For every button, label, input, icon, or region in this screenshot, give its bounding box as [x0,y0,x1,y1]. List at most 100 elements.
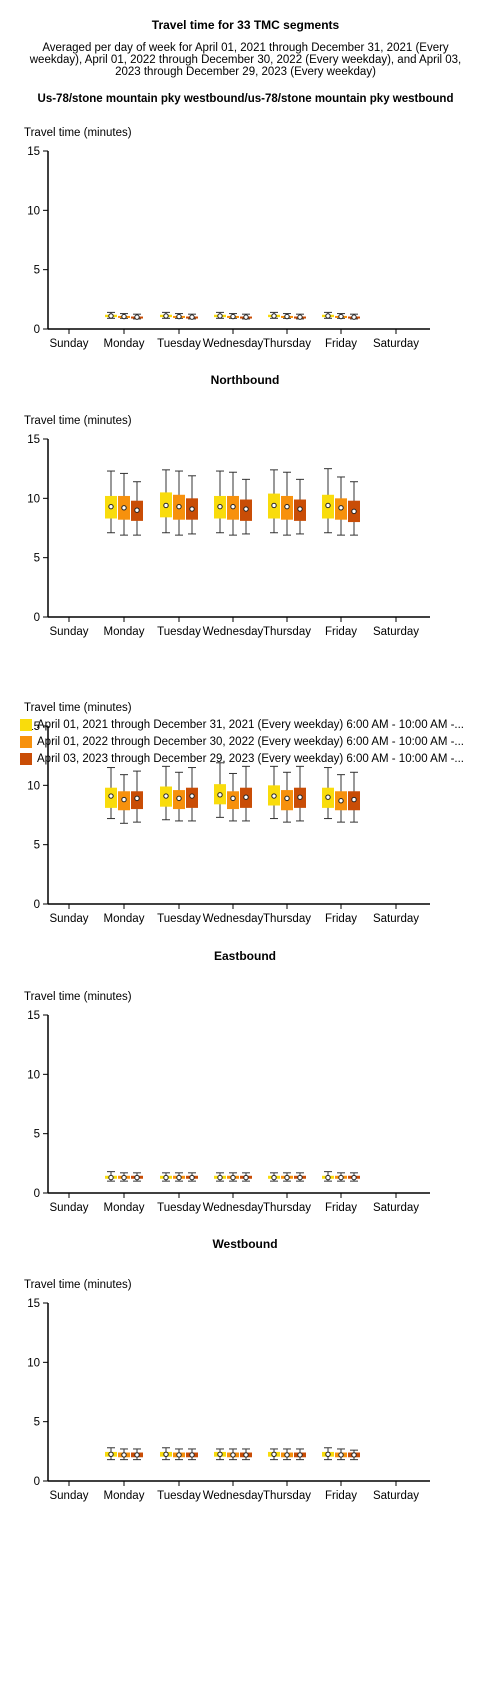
box-thursday-0 [268,1172,280,1182]
box-wednesday-0 [214,1172,226,1182]
median-marker [351,1452,357,1458]
box-thursday-2 [294,765,306,822]
legend-item[interactable]: April 03, 2023 through December 29, 2023… [20,750,490,767]
legend-item[interactable]: April 01, 2021 through December 31, 2021… [20,716,490,733]
y-tick-label: 10 [27,493,40,505]
median-marker [189,1452,195,1458]
median-marker [297,794,303,800]
x-tick-label: Thursday [263,1202,311,1214]
median-marker [176,1174,182,1181]
report-subtitle: Averaged per day of week for April 01, 2… [29,42,462,78]
median-marker [325,313,331,319]
box-tuesday-0 [160,1172,172,1182]
box-thursday-1 [281,471,293,536]
median-marker [121,313,127,320]
median-marker [297,314,303,320]
median-marker [230,313,236,320]
y-tick-label: 15 [27,434,40,446]
y-tick-label: 10 [27,1357,40,1369]
median-marker [176,1452,182,1458]
median-marker [163,1451,169,1458]
median-marker [189,314,195,320]
box-monday-0 [105,1171,117,1182]
box-wednesday-2 [240,478,252,535]
box-tuesday-1 [173,1448,185,1461]
legend-swatch-2023 [20,752,32,765]
median-marker [325,1451,331,1458]
median-marker [325,1174,331,1181]
chart-0: Travel time (minutes) 0 5 10 15 Sunday Monday T… [24,127,430,350]
median-marker [284,1452,290,1458]
x-tick-label: Thursday [263,338,311,350]
box-monday-1 [118,774,130,824]
box-friday-1 [335,1448,347,1461]
legend-item[interactable]: April 01, 2022 through December 30, 2022… [20,733,490,750]
box-monday-2 [131,1448,143,1461]
median-marker [325,794,331,800]
median-marker [108,793,114,799]
box-tuesday-1 [173,313,185,320]
median-marker [351,796,357,803]
box-thursday-2 [294,313,306,320]
median-marker [297,1452,303,1458]
box-monday-0 [105,470,117,534]
x-tick-label: Saturday [373,626,419,638]
median-marker [176,795,182,802]
box-tuesday-2 [186,1448,198,1461]
median-marker [351,1174,357,1181]
box-friday-2 [348,313,360,320]
median-marker [189,793,195,799]
chart-1: Northbound Travel time (minutes) 0 5 10 15 Sun… [24,373,430,638]
median-marker [297,1174,303,1181]
y-tick-label: 5 [34,1417,40,1429]
median-marker [217,792,223,798]
chart-title: Eastbound [214,949,276,963]
median-marker [108,1174,114,1181]
y-tick-label: 5 [34,265,40,277]
box-thursday-1 [281,1172,293,1182]
box-wednesday-0 [214,1448,226,1461]
box-monday-0 [105,767,117,820]
x-tick-label: Thursday [263,913,311,925]
y-axis-label: Travel time (minutes) [24,991,132,1003]
y-tick-label: 10 [27,205,40,217]
box-friday-1 [335,774,347,823]
y-tick-label: 15 [27,146,40,158]
median-marker [108,313,114,319]
median-marker [243,1174,249,1181]
x-tick-label: Monday [104,913,145,925]
x-tick-label: Sunday [49,1202,88,1214]
legend-label: April 03, 2023 through December 29, 2023… [37,752,465,765]
box-wednesday-1 [227,1448,239,1461]
median-marker [284,313,290,320]
median-marker [284,1174,290,1181]
box-monday-2 [131,770,143,823]
median-marker [189,1174,195,1181]
box-wednesday-2 [240,765,252,822]
box-thursday-2 [294,1172,306,1182]
x-tick-label: Tuesday [157,1490,201,1502]
route-name: Us-78/stone mountain pky westbound/us-78… [37,93,454,105]
box-wednesday-1 [227,772,239,822]
box-thursday-2 [294,1448,306,1461]
median-marker [176,313,182,320]
x-tick-label: Friday [325,338,357,350]
median-marker [217,1451,223,1458]
y-axis-label: Travel time (minutes) [24,127,132,139]
y-axis-label: Travel time (minutes) [24,1279,132,1291]
median-marker [284,503,290,510]
x-tick-label: Saturday [373,338,419,350]
box-thursday-0 [268,1448,280,1461]
median-marker [121,1174,127,1181]
x-tick-label: Sunday [49,913,88,925]
median-marker [338,1452,344,1458]
x-tick-label: Wednesday [203,913,264,925]
x-tick-label: Sunday [49,1490,88,1502]
box-monday-0 [105,311,117,319]
box-tuesday-0 [160,765,172,821]
box-thursday-0 [268,469,280,534]
median-marker [297,506,303,512]
box-thursday-2 [294,478,306,535]
